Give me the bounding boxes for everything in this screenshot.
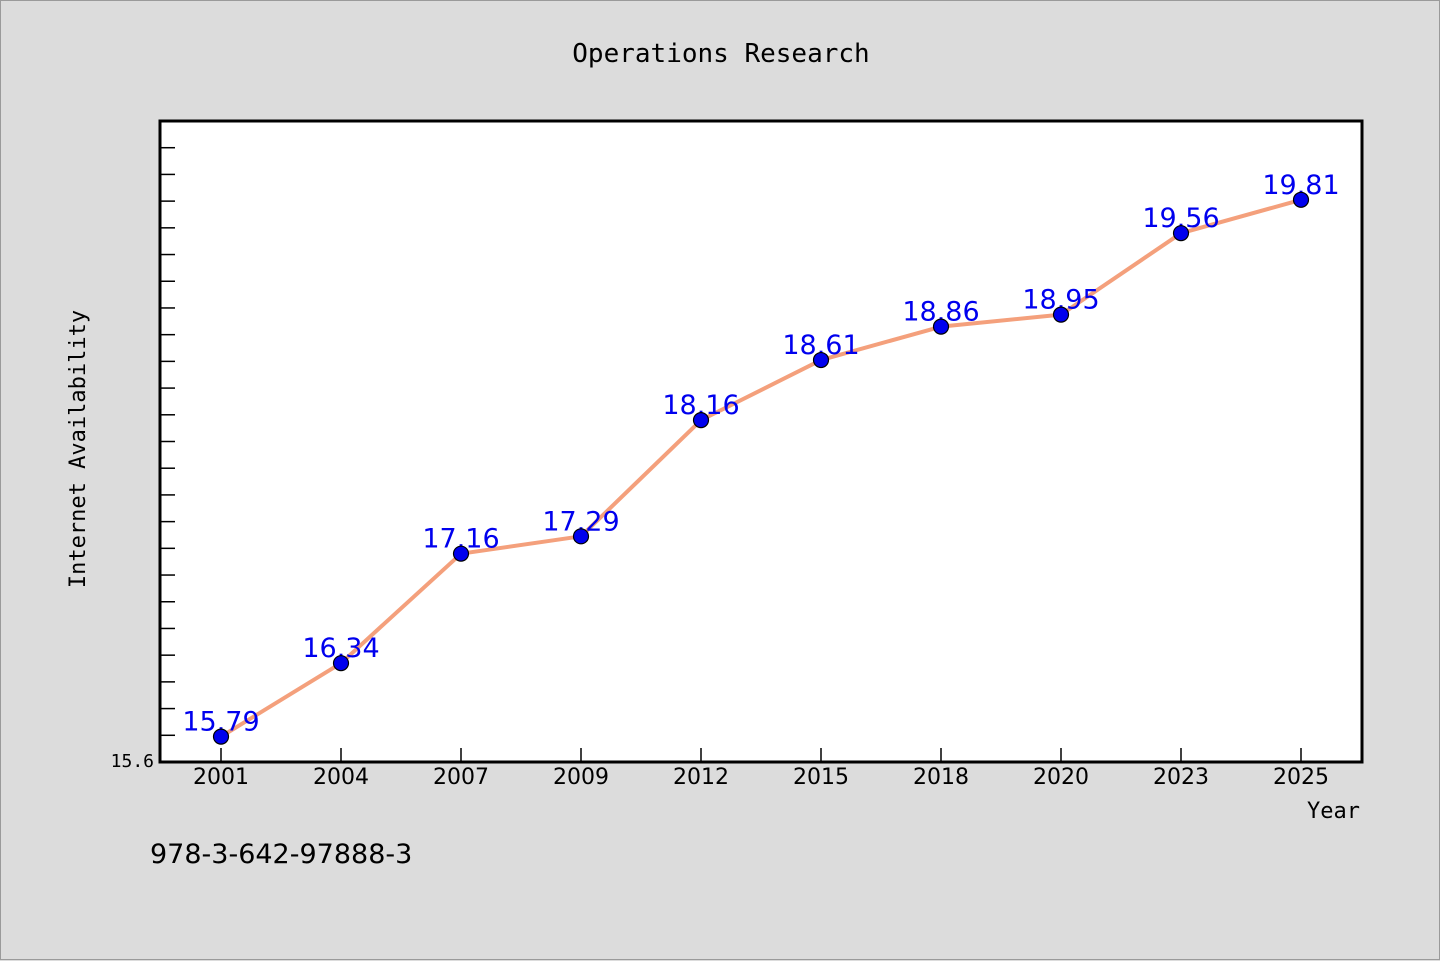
x-tick-label: 2001: [193, 765, 249, 790]
series-line: [219, 197, 1303, 739]
data-point: [692, 412, 710, 429]
y-axis-label: Internet Availability: [66, 310, 91, 588]
x-axis-tick-labels: 2001 2004 2007 2009 2012 2015 2018 2020 2023 2025: [193, 765, 1329, 790]
data-point: [812, 351, 830, 369]
x-tick-label: 2023: [1153, 765, 1209, 790]
x-tick-label: 2020: [1033, 765, 1089, 790]
y-tick-label: 15.6: [111, 751, 154, 772]
data-point: [212, 728, 230, 745]
x-tick-label: 2018: [913, 765, 969, 790]
data-point: [572, 528, 590, 545]
x-tick-label: 2015: [793, 765, 849, 790]
x-axis-ticks: [220, 748, 1302, 762]
x-tick-label: 2025: [1273, 765, 1329, 790]
x-tick-label: 2009: [553, 765, 609, 790]
data-point: [452, 545, 470, 562]
x-tick-label: 2007: [433, 765, 489, 790]
plot-area: [158, 119, 1364, 764]
data-point: [332, 655, 350, 672]
data-point: [1172, 225, 1190, 242]
data-point: [1292, 191, 1310, 208]
data-point: [1052, 306, 1070, 323]
y-axis-ticks: [160, 146, 175, 737]
chart-title: Operations Research: [572, 39, 869, 69]
data-point: [932, 318, 950, 335]
isbn-text: 978-3-642-97888-3: [150, 839, 412, 870]
x-tick-label: 2012: [673, 765, 729, 790]
x-axis-label: Year: [1307, 799, 1360, 824]
x-tick-label: 2004: [313, 765, 369, 790]
